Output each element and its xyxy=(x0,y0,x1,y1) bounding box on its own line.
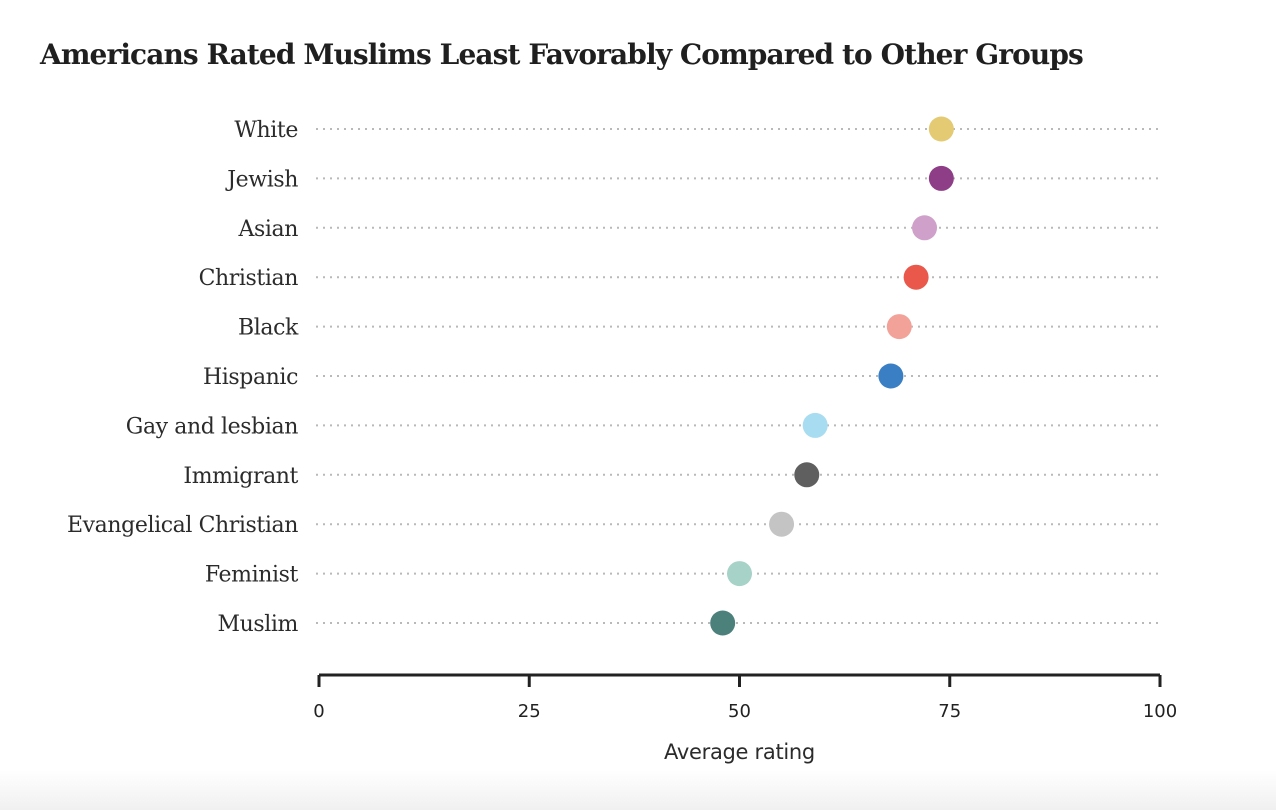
category-label-jewish: Jewish xyxy=(225,167,298,192)
chart-title: Americans Rated Muslims Least Favorably … xyxy=(40,38,1084,71)
dot-evangelical-christian xyxy=(769,511,795,537)
category-label-gay-and-lesbian: Gay and lesbian xyxy=(126,414,298,439)
dot-jewish xyxy=(928,165,954,191)
data-dots xyxy=(710,116,954,636)
guide-lines xyxy=(316,128,1163,624)
category-label-asian: Asian xyxy=(238,217,299,242)
dot-black xyxy=(886,314,912,340)
category-label-black: Black xyxy=(238,316,299,341)
category-label-feminist: Feminist xyxy=(205,563,299,588)
category-labels: White Jewish Asian Christian Black Hispanic Ga… xyxy=(67,118,299,637)
category-label-hispanic: Hispanic xyxy=(203,365,298,390)
dot-hispanic xyxy=(878,363,904,389)
category-label-muslim: Muslim xyxy=(217,612,298,637)
dot-christian xyxy=(903,264,929,290)
x-axis: 0 25 50 75 100 xyxy=(313,673,1177,722)
page-bottom-fade xyxy=(0,770,1276,810)
category-label-evangelical-christian: Evangelical Christian xyxy=(67,513,298,538)
dot-feminist xyxy=(727,561,752,587)
category-label-white: White xyxy=(234,118,298,143)
dot-muslim xyxy=(710,610,736,636)
dot-gay-and-lesbian xyxy=(802,412,828,438)
x-tick-label-100: 100 xyxy=(1143,701,1177,722)
x-tick-label-75: 75 xyxy=(938,701,961,722)
x-tick-label-25: 25 xyxy=(518,701,541,722)
x-tick-label-0: 0 xyxy=(313,701,324,722)
dot-white xyxy=(928,116,954,142)
dot-asian xyxy=(912,215,938,241)
x-tick-label-50: 50 xyxy=(728,701,751,722)
category-label-christian: Christian xyxy=(199,266,299,291)
category-label-immigrant: Immigrant xyxy=(183,464,298,489)
x-axis-title: Average rating xyxy=(664,740,815,764)
dot-immigrant xyxy=(794,462,820,488)
